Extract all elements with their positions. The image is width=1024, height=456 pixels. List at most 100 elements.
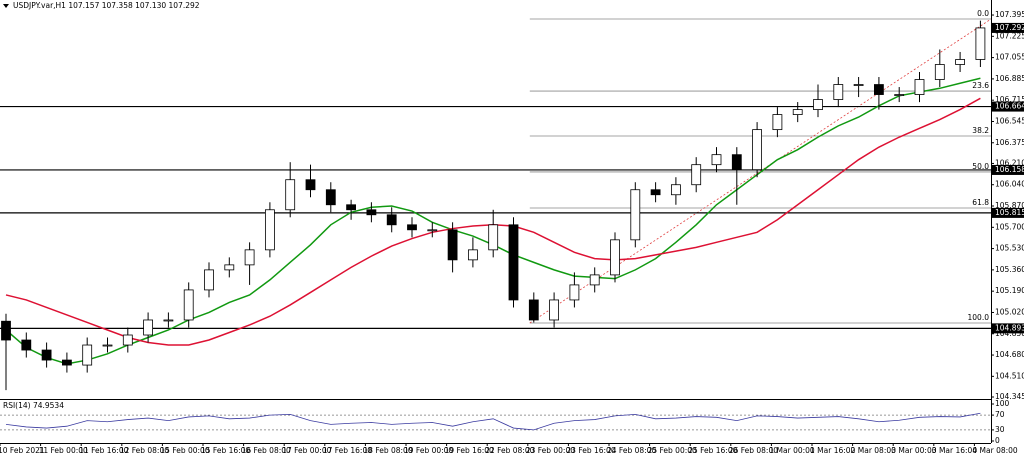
y-tick-label: 107.395 [995, 10, 1024, 19]
fib-level-label: 50.0 [972, 162, 989, 171]
level-price-label: 106.664 [995, 102, 1024, 111]
rsi-title: RSI(14) 74.9534 [3, 401, 64, 410]
y-tick-label: 104.510 [995, 371, 1024, 380]
candle-body [833, 84, 844, 100]
rsi-tick-label: 100 [995, 399, 1010, 408]
candle-body [752, 129, 762, 171]
rsi-tick-label: 0 [995, 436, 1000, 445]
candle-body [122, 334, 133, 346]
candle-body [691, 164, 702, 186]
fib-level-label: 38.2 [972, 126, 989, 135]
candle-body [1, 320, 11, 341]
rsi-tick-label: 70 [995, 410, 1005, 419]
x-tick-label: 23 Feb 16:00 [566, 446, 615, 455]
candle-body [325, 189, 336, 206]
candle-body [874, 84, 884, 95]
x-tick-label: 25 Feb 00:00 [648, 446, 697, 455]
x-tick-label: 11 Feb 00:00 [39, 446, 88, 455]
level-price-box [992, 164, 1024, 175]
candle-body [914, 79, 925, 95]
candle-body [244, 249, 255, 266]
level-price-label: 106.158 [995, 165, 1024, 174]
candle-body [447, 229, 458, 261]
x-tick-label: 3 Mar 00:00 [891, 446, 937, 455]
candle-body [346, 204, 357, 211]
candle-body [813, 99, 823, 110]
y-tick-label: 106.715 [995, 95, 1024, 104]
y-tick-label: 106.040 [995, 180, 1024, 189]
fib-level-label: 23.6 [972, 81, 989, 90]
candle-body [934, 64, 945, 80]
x-tick-label: 17 Feb 00:00 [282, 446, 331, 455]
collapse-arrow[interactable] [3, 4, 9, 8]
candle-body [407, 224, 417, 231]
y-tick-label: 105.530 [995, 244, 1024, 253]
candle-body [204, 269, 214, 291]
fib-trendline [529, 18, 992, 324]
x-tick-label: 16 Feb 08:00 [242, 446, 291, 455]
candle-body [528, 299, 539, 321]
candle-body [894, 94, 905, 96]
candle-body [285, 179, 296, 211]
candle-body [143, 319, 154, 336]
x-tick-label: 1 Mar 16:00 [810, 446, 856, 455]
x-tick-label: 2 Mar 08:00 [851, 446, 897, 455]
y-tick-label: 106.375 [995, 138, 1024, 147]
y-tick-label: 105.190 [995, 286, 1024, 295]
x-tick-label: 4 Mar 08:00 [972, 446, 1018, 455]
level-price-box [992, 101, 1024, 112]
candle-body [427, 229, 438, 232]
candle-body [955, 59, 965, 65]
candle-body [671, 184, 681, 196]
y-tick-label: 106.210 [995, 158, 1024, 167]
level-price-label: 104.893 [995, 323, 1024, 332]
candle-body [467, 249, 478, 261]
candle-body [224, 264, 235, 271]
rsi-tick-label: 30 [995, 425, 1005, 434]
y-tick-label: 105.360 [995, 265, 1024, 274]
x-tick-label: 1 Mar 00:00 [769, 446, 815, 455]
candle-body [264, 209, 275, 251]
x-tick-label: 22 Feb 08:00 [485, 446, 534, 455]
x-tick-label: 10 Feb 2021 [0, 446, 45, 455]
candle-body [630, 189, 641, 241]
x-tick-label: 24 Feb 08:00 [607, 446, 656, 455]
candle-body [853, 84, 864, 86]
y-tick-label: 106.545 [995, 116, 1024, 125]
candle-body [102, 344, 113, 347]
candle-body [82, 344, 93, 366]
candle-body [366, 209, 377, 216]
candle-body [772, 114, 783, 131]
y-tick-label: 105.700 [995, 222, 1024, 231]
y-tick-label: 106.885 [995, 74, 1024, 83]
x-tick-label: 26 Feb 08:00 [729, 446, 778, 455]
x-tick-label: 12 Feb 08:00 [120, 446, 169, 455]
x-tick-label: 17 Feb 16:00 [323, 446, 372, 455]
y-tick-label: 105.870 [995, 201, 1024, 210]
y-tick-label: 105.020 [995, 307, 1024, 316]
candle-body [589, 274, 600, 286]
x-tick-label: 15 Feb 00:00 [160, 446, 209, 455]
level-price-box [992, 207, 1024, 218]
candle-body [975, 27, 986, 60]
fib-level-label: 0.0 [977, 9, 989, 18]
candle-body [569, 284, 580, 301]
x-tick-label: 11 Feb 16:00 [79, 446, 128, 455]
chart-header: USDJPY.var,H1 107.157 107.358 107.130 10… [13, 1, 200, 10]
x-tick-label: 18 Feb 08:00 [363, 446, 412, 455]
y-tick-label: 104.345 [995, 392, 1024, 401]
y-tick-label: 107.055 [995, 53, 1024, 62]
candle-body [163, 319, 174, 322]
x-tick-label: 19 Feb 00:00 [404, 446, 453, 455]
y-tick-label: 107.225 [995, 31, 1024, 40]
candle-body [41, 349, 52, 361]
candle-body [508, 224, 519, 301]
candle-body [62, 359, 72, 366]
candle-body [386, 214, 397, 226]
candle-body [711, 154, 722, 166]
fib-level-label: 61.8 [972, 198, 989, 207]
x-tick-label: 19 Feb 16:00 [445, 446, 494, 455]
x-tick-label: 15 Feb 16:00 [201, 446, 250, 455]
